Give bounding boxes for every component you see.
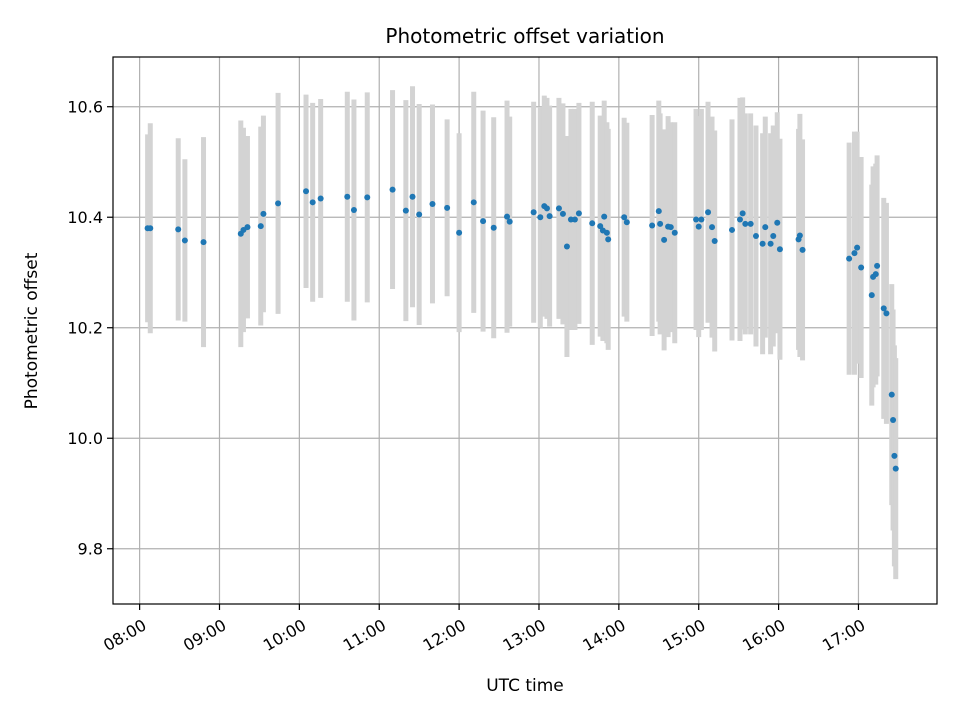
data-point	[774, 219, 781, 226]
data-point	[711, 237, 718, 244]
data-point	[621, 214, 628, 221]
y-tick-label: 10.2	[67, 319, 103, 338]
data-point	[695, 223, 702, 230]
data-point	[589, 220, 596, 227]
data-point	[257, 223, 264, 230]
data-point	[429, 200, 436, 207]
data-point	[309, 199, 316, 206]
data-point	[444, 204, 451, 211]
data-point	[799, 246, 806, 253]
data-point	[603, 229, 610, 236]
data-point	[892, 465, 899, 472]
y-axis-ticks: 9.8 10.0 10.2 10.4 10.6	[67, 98, 113, 559]
data-point	[303, 188, 310, 195]
x-axis-label: UTC time	[486, 676, 564, 696]
data-point	[854, 244, 861, 251]
data-point	[364, 194, 371, 201]
y-tick-label: 9.8	[78, 540, 103, 559]
data-point	[504, 213, 511, 220]
data-point	[657, 220, 664, 227]
data-point	[456, 229, 463, 236]
data-point	[200, 239, 207, 246]
data-point	[260, 210, 267, 217]
data-point	[705, 209, 712, 216]
data-point	[874, 262, 881, 269]
data-point	[671, 229, 678, 236]
data-point	[770, 233, 777, 240]
data-point	[601, 213, 608, 220]
data-point	[880, 305, 887, 312]
plot-frame	[112, 56, 938, 605]
data-point	[147, 225, 154, 232]
data-point	[851, 250, 858, 257]
data-point	[883, 310, 890, 317]
data-point	[575, 210, 582, 217]
data-points	[144, 186, 899, 472]
data-point	[762, 224, 769, 231]
data-point	[742, 220, 749, 227]
data-point	[350, 207, 357, 214]
data-point	[698, 216, 705, 223]
data-point	[402, 207, 409, 214]
data-point	[846, 255, 853, 262]
data-point	[275, 200, 282, 207]
chart-title: Photometric offset variation	[385, 24, 664, 48]
data-point	[571, 216, 578, 223]
data-point	[776, 246, 783, 253]
data-point	[416, 211, 423, 218]
data-point	[891, 452, 898, 459]
data-point	[736, 216, 743, 223]
data-point	[890, 417, 897, 424]
data-point	[868, 292, 875, 299]
data-point	[649, 222, 656, 229]
data-point	[655, 208, 662, 215]
data-point	[546, 213, 553, 220]
y-tick-label: 10.6	[67, 98, 103, 117]
data-point	[605, 236, 612, 243]
data-point	[409, 193, 416, 200]
data-point	[480, 218, 487, 225]
data-point	[181, 237, 188, 244]
data-point	[872, 271, 879, 278]
data-point	[796, 232, 803, 239]
data-point	[858, 264, 865, 271]
data-point	[709, 224, 716, 231]
data-point	[559, 210, 566, 217]
data-point	[767, 240, 774, 247]
data-point	[888, 391, 895, 398]
data-point	[597, 223, 604, 230]
data-point	[244, 224, 251, 231]
data-point	[747, 220, 754, 227]
data-point	[317, 195, 324, 202]
data-point	[661, 236, 668, 243]
data-point	[344, 193, 351, 200]
data-point	[555, 205, 562, 212]
data-point	[470, 199, 477, 206]
data-point	[623, 219, 630, 226]
data-point	[389, 186, 396, 193]
data-point	[490, 224, 497, 231]
data-point	[693, 216, 700, 223]
data-point	[752, 233, 759, 240]
data-point	[739, 210, 746, 217]
data-point	[728, 226, 735, 233]
data-point	[530, 209, 537, 216]
data-point	[759, 240, 766, 247]
data-point	[537, 214, 544, 221]
data-point	[543, 205, 550, 212]
data-point	[563, 243, 570, 250]
y-tick-label: 10.4	[67, 208, 103, 227]
y-axis-label: Photometric offset	[22, 252, 42, 409]
data-point	[667, 224, 674, 231]
data-point	[506, 218, 513, 225]
data-point	[175, 226, 182, 233]
y-tick-label: 10.0	[67, 429, 103, 448]
